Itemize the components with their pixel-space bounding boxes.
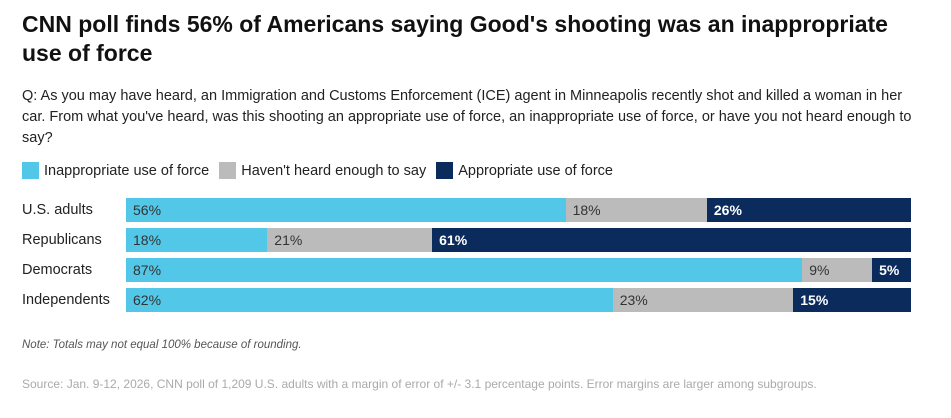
bar-segment: 56% — [126, 198, 566, 222]
legend-label: Haven't heard enough to say — [241, 162, 427, 179]
note: Note: Totals may not equal 100% because … — [22, 339, 302, 351]
legend-item: Haven't heard enough to say — [219, 162, 426, 179]
legend-label: Inappropriate use of force — [44, 162, 210, 179]
legend-item: Inappropriate use of force — [22, 162, 209, 179]
bar-segment: 87% — [126, 258, 803, 282]
legend-item: Appropriate use of force — [436, 162, 613, 179]
legend-swatch — [22, 162, 39, 179]
bar-segment: 23% — [612, 288, 794, 312]
bar-segment: 61% — [432, 228, 911, 252]
survey-question: Q: As you may have heard, an Immigration… — [22, 88, 912, 146]
bar-segment: 62% — [126, 288, 613, 312]
bar-segment: 18% — [565, 198, 707, 222]
category-label: Republicans — [22, 232, 102, 248]
legend: Inappropriate use of force Haven't heard … — [22, 162, 623, 179]
legend-swatch — [219, 162, 237, 179]
bar-segment: 26% — [706, 198, 911, 222]
category-label: U.S. adults — [22, 202, 93, 218]
bar-segment: 15% — [793, 288, 911, 312]
bar-segment: 9% — [802, 258, 873, 282]
legend-label: Appropriate use of force — [458, 162, 613, 179]
bar-segment: 18% — [126, 228, 268, 252]
source: Source: Jan. 9-12, 2026, CNN poll of 1,2… — [22, 377, 817, 391]
legend-swatch — [436, 162, 454, 179]
category-label: Democrats — [22, 262, 93, 278]
category-label: Independents — [22, 292, 110, 308]
chart-title: CNN poll finds 56% of Americans saying G… — [22, 11, 888, 66]
bar-segment: 5% — [872, 258, 911, 282]
bar-segment: 21% — [267, 228, 433, 252]
